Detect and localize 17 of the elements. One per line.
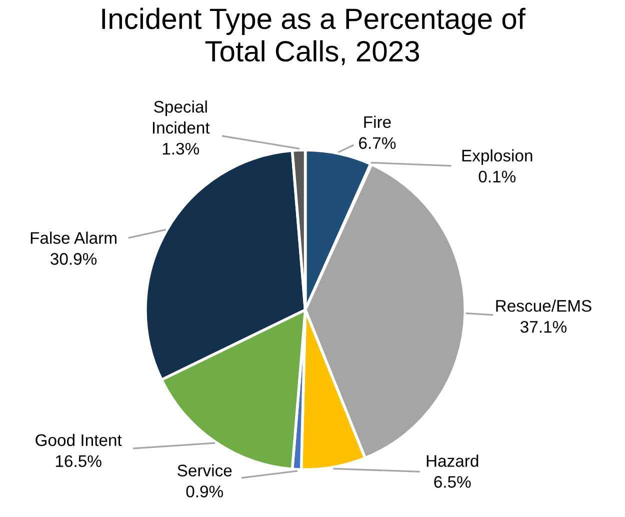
slice-label: Hazard xyxy=(426,454,478,467)
slice-label: Good Intent xyxy=(36,434,122,446)
slice-label: Rescue/EMS xyxy=(496,300,592,312)
data-label: 1.3% xyxy=(162,142,200,155)
data-label: 6.5% xyxy=(434,476,471,488)
slice-label: False Alarm xyxy=(30,232,116,244)
data-label: 37.1% xyxy=(520,320,567,333)
data-label: 6.7% xyxy=(359,137,396,149)
slice-label: Explosion xyxy=(462,149,532,165)
slice-label: Fire xyxy=(364,116,391,128)
data-label: 0.1% xyxy=(478,170,516,183)
chart-title: Incident Type as a Percentage of Total Calls, 2023 xyxy=(102,8,526,66)
slice-label: Special Incident xyxy=(152,100,210,134)
slice-label: Service xyxy=(178,464,232,476)
data-label: 16.5% xyxy=(56,455,102,468)
data-label: 30.9% xyxy=(50,253,97,265)
data-label: 0.9% xyxy=(186,486,224,498)
